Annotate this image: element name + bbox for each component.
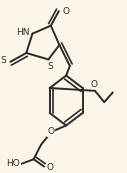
Text: HN: HN xyxy=(17,28,30,37)
Text: O: O xyxy=(91,80,98,89)
Text: O: O xyxy=(62,7,69,16)
Text: HO: HO xyxy=(6,159,20,168)
Text: O: O xyxy=(48,127,55,136)
Text: S: S xyxy=(47,62,53,71)
Text: S: S xyxy=(1,56,6,65)
Text: O: O xyxy=(47,163,54,172)
